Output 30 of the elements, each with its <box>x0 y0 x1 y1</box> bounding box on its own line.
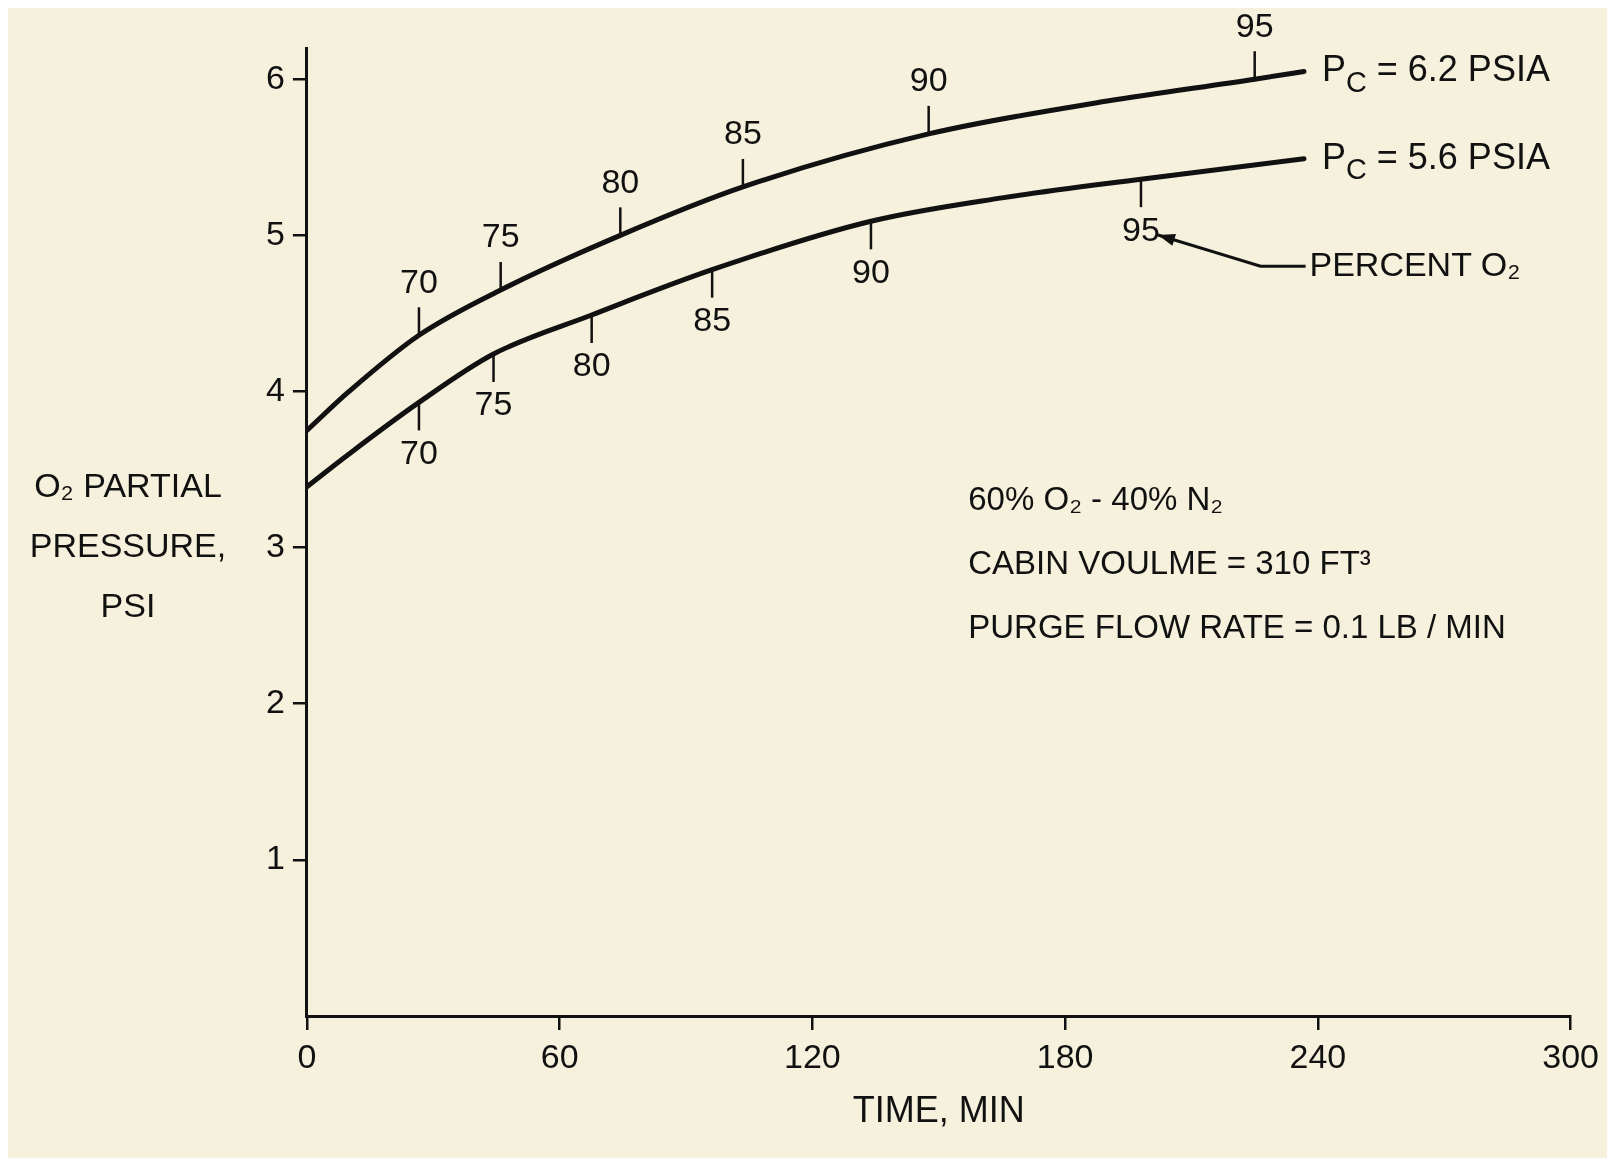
x-axis-title: TIME, MIN <box>852 1089 1025 1131</box>
y-axis-title: O₂ PARTIAL PRESSURE, PSI <box>29 465 227 624</box>
y-tick-label: 3 <box>265 525 285 564</box>
annotation: 80 <box>572 345 611 384</box>
y-tick-label: 4 <box>265 369 285 408</box>
x-tick-label: 300 <box>1542 1036 1599 1075</box>
x-tick-label: 240 <box>1289 1036 1347 1075</box>
x-tick-label: 180 <box>1036 1036 1094 1075</box>
annotation: 75 <box>481 216 520 255</box>
y-tick-label: 1 <box>265 838 285 877</box>
annotation: 90 <box>852 251 890 290</box>
annotation: 95 <box>1122 209 1160 248</box>
annotation: PERCENT O₂ <box>1309 244 1521 283</box>
annotation: PURGE FLOW RATE = 0.1 LB / MIN <box>968 607 1506 645</box>
annotation: 90 <box>909 60 948 99</box>
y-tick-label: 5 <box>265 213 285 252</box>
y-tick-label: 2 <box>265 682 285 721</box>
annotation: 60% O₂ - 40% N₂ <box>968 479 1224 517</box>
y-tick-label: 6 <box>265 57 285 96</box>
x-tick-label: 60 <box>540 1036 579 1075</box>
annotation: CABIN VOULME = 310 FT³ <box>968 543 1371 581</box>
x-tick-label: 120 <box>784 1036 841 1075</box>
annotation: 85 <box>723 113 762 152</box>
annotation: 70 <box>400 432 438 471</box>
annotation: 70 <box>400 261 438 300</box>
annotation: 80 <box>601 161 640 200</box>
annotation: 95 <box>1235 5 1274 44</box>
annotation: 75 <box>474 384 513 423</box>
x-tick-label: 0 <box>297 1036 317 1075</box>
annotation: 85 <box>693 300 732 339</box>
